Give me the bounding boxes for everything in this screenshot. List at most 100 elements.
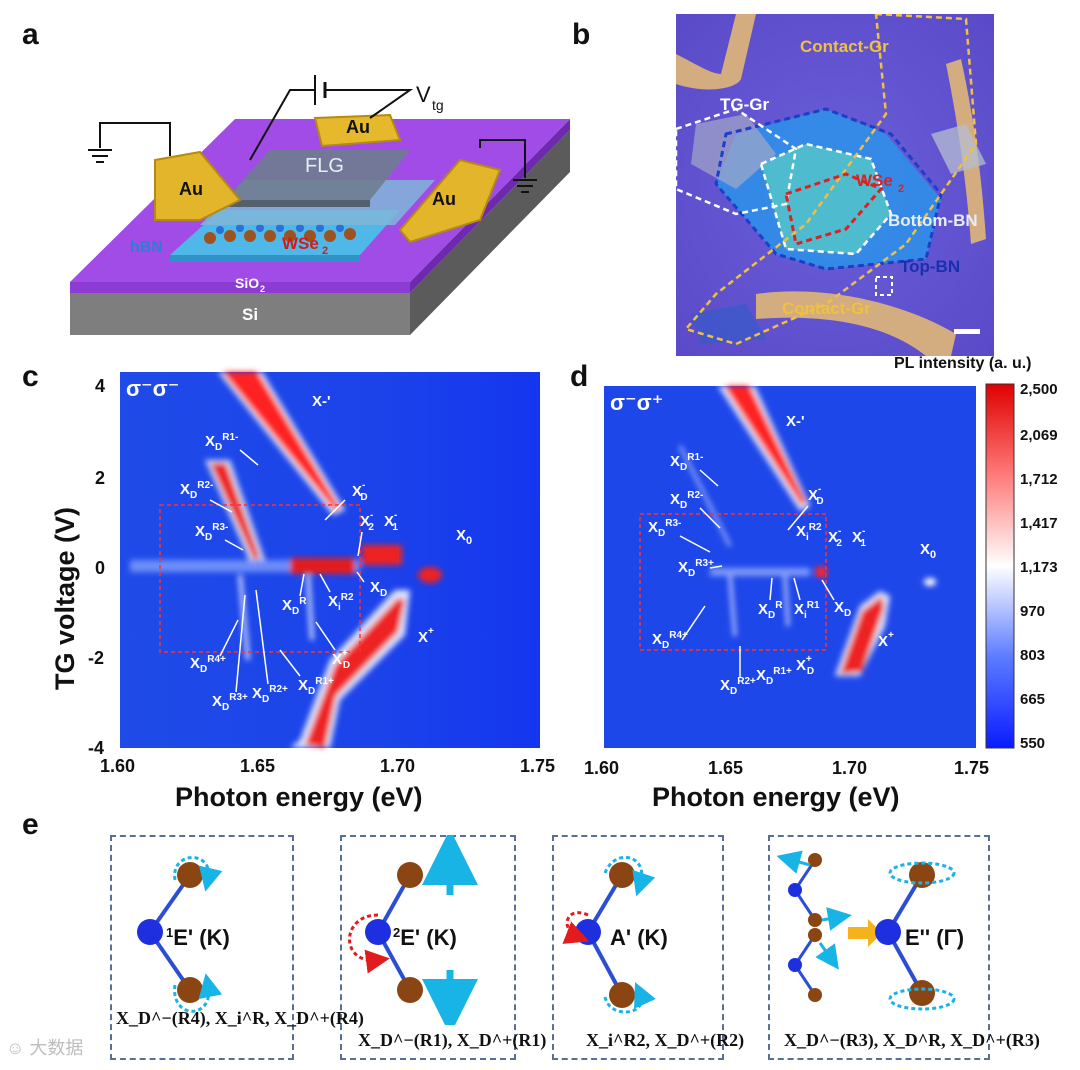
vtg-subscript: tg	[432, 97, 444, 113]
panel-letter-b: b	[572, 18, 591, 51]
ground-symbol-left	[88, 149, 112, 163]
top-bn-label: Top-BN	[900, 257, 960, 276]
ytick-c-m2: -2	[88, 648, 104, 668]
panel-letter-a: a	[22, 18, 39, 51]
mode-label-1: 1E' (K)	[166, 925, 230, 950]
watermark-icon: ☺	[6, 1038, 30, 1058]
mode-2-molecule	[348, 835, 478, 1025]
si-front-face	[70, 293, 410, 335]
cb-tick-0: 2,500	[1020, 381, 1058, 398]
contact-gr-top-label: Contact-Gr	[800, 37, 889, 56]
wire-left	[99, 122, 171, 156]
ytick-c-2: 2	[95, 468, 105, 488]
xtick-d-165: 1.65	[708, 758, 743, 778]
mode-box-1e	[110, 835, 294, 1060]
au-pad-left	[154, 150, 242, 221]
au-label-left: Au	[179, 179, 203, 199]
heatmap-c-xticks: 1.60 1.65 1.70 1.75	[100, 756, 555, 776]
xtick-c-170: 1.70	[380, 756, 415, 776]
colorbar	[985, 383, 1015, 749]
hbn-label: hBN	[130, 239, 163, 256]
mode-caption-4: X_D^−(R3), X_D^R, X_D^+(R3)	[784, 1030, 1040, 1050]
ytick-c-0: 0	[95, 558, 105, 578]
cb-tick-8: 550	[1020, 735, 1045, 752]
annot-d-x1m: X-1	[852, 526, 866, 549]
annot-d-xdp: X+ D	[796, 654, 814, 677]
annot-c-arrows	[209, 449, 365, 693]
flg-layer	[225, 150, 410, 200]
annot-c-x2m: X-2	[360, 510, 374, 533]
scale-bar	[954, 329, 980, 334]
annot-d-arrows	[679, 469, 835, 678]
xtick-c-160: 1.60	[100, 756, 135, 776]
panel-letter-d: d	[570, 360, 589, 393]
cb-tick-5: 970	[1020, 603, 1045, 620]
mode-box-e2	[768, 835, 990, 1060]
si-side-face	[410, 130, 570, 335]
phonon-mode-drawings: 1E' (K) 2E' (K) A' (K) E'' (Γ)	[137, 835, 964, 1025]
ytick-c-4: 4	[95, 376, 105, 396]
mode-label-4: E'' (Γ)	[905, 925, 964, 950]
heatmap-d-xticks: 1.60 1.65 1.70 1.75	[584, 758, 989, 778]
mode-label-3: A' (K)	[610, 925, 668, 950]
hbn-edge	[170, 255, 360, 262]
colorbar-title: PL intensity (a. u.)	[894, 355, 1032, 372]
contact-gr-bottom-label: Contact-Gr	[782, 299, 871, 318]
annot-d-xminus-prime: X-'	[786, 413, 805, 430]
xlabel-d: Photon energy (eV)	[652, 782, 900, 812]
annot-c-xminus-prime: X-'	[312, 393, 331, 410]
panel-letter-e: e	[22, 808, 39, 841]
cb-tick-6: 803	[1020, 647, 1045, 664]
annot-d-xdm: X-D	[808, 484, 824, 507]
panel-letter-c: c	[22, 360, 39, 393]
bottom-bn-label: Bottom-BN	[888, 211, 978, 230]
wse2-subscript: 2	[322, 245, 328, 257]
polarization-label-c: σ⁻σ⁻	[126, 376, 179, 401]
wire-gate	[249, 89, 315, 161]
cb-tick-1: 2,069	[1020, 427, 1058, 444]
wse2-label-b: WSe	[856, 171, 893, 190]
device-schematic: Au Au Au V tg FLG hBN WSe 2 SiO 2 Si	[70, 75, 570, 335]
wse2-label: WSe	[282, 234, 319, 253]
heatmap-c-plot-area	[120, 372, 540, 748]
heatmap-d-plot-area	[604, 386, 976, 748]
cb-tick-7: 665	[1020, 691, 1045, 708]
wire-right	[479, 139, 526, 178]
mode-1-molecule	[137, 856, 223, 1013]
heatmap-c: σ⁻σ⁻ X-' XDR1- XDR2- XDR3- X-D X-2 X-1 X…	[50, 372, 555, 812]
mode-caption-1: X_D^−(R4), X_i^R, X_D^+(R4)	[116, 1008, 364, 1028]
polarization-label-d: σ⁻σ⁺	[610, 390, 663, 415]
vtg-label: V	[416, 82, 431, 107]
cb-tick-4: 1,173	[1020, 559, 1058, 576]
tg-gr-label: TG-Gr	[720, 95, 769, 114]
cb-tick-2: 1,712	[1020, 471, 1058, 488]
annot-c-xdp: X+ D	[332, 648, 350, 671]
annot-c-x1m: X-1	[384, 510, 398, 533]
au-label-right: Au	[432, 189, 456, 209]
xtick-d-160: 1.60	[584, 758, 619, 778]
wse2-subscript-b: 2	[898, 183, 904, 195]
mode-box-a	[552, 835, 724, 1060]
watermark: ☺ 大数据	[6, 1038, 84, 1058]
heatmap-c-yticks: 4 2 0 -2 -4	[88, 376, 105, 758]
annot-c-xdm: X-D	[352, 480, 368, 503]
wse2-atoms	[204, 224, 356, 244]
arrow-transform-icon	[848, 919, 882, 947]
sio2-front	[70, 282, 410, 293]
sio2-subscript: 2	[260, 284, 265, 294]
au-pad-right	[398, 158, 502, 244]
mode-caption-3: X_i^R2, X_D^+(R2)	[586, 1030, 745, 1050]
annot-d-x2m: X-2	[828, 526, 842, 549]
xlabel-c: Photon energy (eV)	[175, 782, 423, 812]
ytick-c-m4: -4	[88, 738, 104, 758]
mode-3-molecule	[562, 855, 656, 1014]
au-pad-top	[313, 113, 402, 148]
xtick-d-175: 1.75	[954, 758, 989, 778]
mode-4-molecule	[776, 850, 956, 1011]
tg-gr-flake	[691, 114, 776, 189]
sio2-label: SiO	[235, 275, 259, 291]
xtick-d-170: 1.70	[832, 758, 867, 778]
xtick-c-165: 1.65	[240, 756, 275, 776]
flg-edge	[225, 200, 370, 207]
ground-symbol-right	[513, 179, 537, 193]
